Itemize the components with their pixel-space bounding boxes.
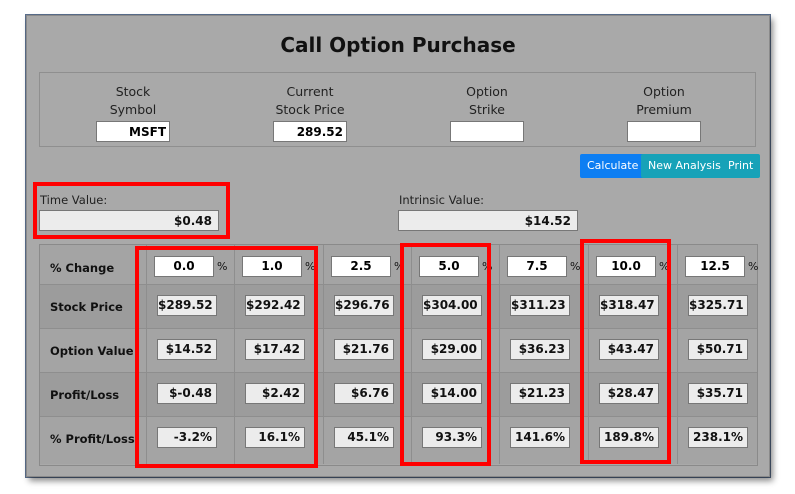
pct-symbol: %	[394, 260, 405, 273]
pct-symbol: %	[570, 260, 581, 273]
time-value-box: $0.48	[39, 210, 219, 231]
option-value-value: $43.47	[599, 339, 659, 360]
pct-symbol: %	[748, 260, 759, 273]
pct-change-input[interactable]: 1.0	[242, 256, 302, 277]
current-price-field: Current Stock Price	[240, 83, 380, 142]
pct-profit-loss-value: 189.8%	[599, 427, 659, 448]
stock-symbol-input[interactable]	[96, 121, 170, 142]
pct-profit-loss-value: 45.1%	[334, 427, 394, 448]
input-section: Stock Symbol Current Stock Price Option …	[39, 72, 756, 147]
option-premium-label-2: Premium	[636, 102, 692, 117]
stock-price-value: $318.47	[599, 295, 659, 316]
column-divider	[499, 245, 500, 464]
stock-price-value: $311.23	[510, 295, 570, 316]
stock-price-value: $304.00	[422, 295, 482, 316]
pct-profit-loss-value: 141.6%	[510, 427, 570, 448]
profit-loss-value: $14.00	[422, 383, 482, 404]
row-label-option-value: Option Value	[50, 344, 134, 358]
option-strike-label-1: Option	[466, 84, 508, 99]
option-premium-field: Option Premium	[594, 83, 734, 142]
row-label-profit-loss: Profit/Loss	[50, 388, 120, 402]
option-value-value: $29.00	[422, 339, 482, 360]
pct-change-input[interactable]: 2.5	[331, 256, 391, 277]
pct-profit-loss-value: 238.1%	[688, 427, 748, 448]
column-divider	[411, 245, 412, 464]
option-value-value: $14.52	[157, 339, 217, 360]
pct-profit-loss-value: 16.1%	[245, 427, 305, 448]
current-price-label-2: Stock Price	[275, 102, 345, 117]
column-divider	[146, 245, 147, 464]
scenario-table: % Change Stock Price Option Value Profit…	[39, 244, 758, 466]
column-divider	[323, 245, 324, 464]
option-value-value: $50.71	[688, 339, 748, 360]
pct-profit-loss-value: 93.3%	[422, 427, 482, 448]
intrinsic-value-box: $14.52	[398, 210, 578, 231]
new-analysis-button[interactable]: New Analysis	[641, 154, 728, 178]
stock-symbol-label-2: Symbol	[109, 102, 157, 117]
column-divider	[588, 245, 589, 464]
stock-price-value: $292.42	[245, 295, 305, 316]
calculate-button[interactable]: Calculate	[580, 154, 646, 178]
option-value-value: $17.42	[245, 339, 305, 360]
current-price-input[interactable]	[273, 121, 347, 142]
option-strike-input[interactable]	[450, 121, 524, 142]
pct-symbol: %	[482, 260, 493, 273]
column-divider	[234, 245, 235, 464]
profit-loss-value: $6.76	[334, 383, 394, 404]
intrinsic-value-label: Intrinsic Value:	[399, 193, 485, 207]
stock-symbol-field: Stock Symbol	[63, 83, 203, 142]
option-premium-label-1: Option	[643, 84, 685, 99]
option-value-value: $21.76	[334, 339, 394, 360]
time-value-label: Time Value:	[40, 193, 108, 207]
stock-price-value: $289.52	[157, 295, 217, 316]
profit-loss-value: $2.42	[245, 383, 305, 404]
option-strike-label-2: Strike	[469, 102, 505, 117]
row-label-pct-profit-loss: % Profit/Loss	[50, 432, 135, 446]
print-button[interactable]: Print	[721, 154, 761, 178]
pct-change-input[interactable]: 12.5	[685, 256, 745, 277]
option-strike-field: Option Strike	[417, 83, 557, 142]
profit-loss-value: $21.23	[510, 383, 570, 404]
row-label-pct-change: % Change	[50, 261, 115, 275]
profit-loss-value: $35.71	[688, 383, 748, 404]
profit-loss-value: $28.47	[599, 383, 659, 404]
pct-symbol: %	[305, 260, 316, 273]
pct-symbol: %	[217, 260, 228, 273]
stock-price-value: $296.76	[334, 295, 394, 316]
stock-price-value: $325.71	[688, 295, 748, 316]
pct-change-input[interactable]: 5.0	[419, 256, 479, 277]
stock-symbol-label-1: Stock	[115, 84, 151, 99]
option-value-value: $36.23	[510, 339, 570, 360]
pct-symbol: %	[659, 260, 670, 273]
column-divider	[677, 245, 678, 464]
option-premium-input[interactable]	[627, 121, 701, 142]
pct-change-input[interactable]: 7.5	[507, 256, 567, 277]
pct-profit-loss-value: -3.2%	[157, 427, 217, 448]
pct-change-input[interactable]: 0.0	[154, 256, 214, 277]
row-label-stock-price: Stock Price	[50, 300, 123, 314]
call-option-panel: Call Option Purchase Stock Symbol Curren…	[26, 15, 770, 477]
page-title: Call Option Purchase	[280, 33, 516, 57]
pct-change-input[interactable]: 10.0	[596, 256, 656, 277]
current-price-label-1: Current	[286, 84, 334, 99]
profit-loss-value: $-0.48	[157, 383, 217, 404]
